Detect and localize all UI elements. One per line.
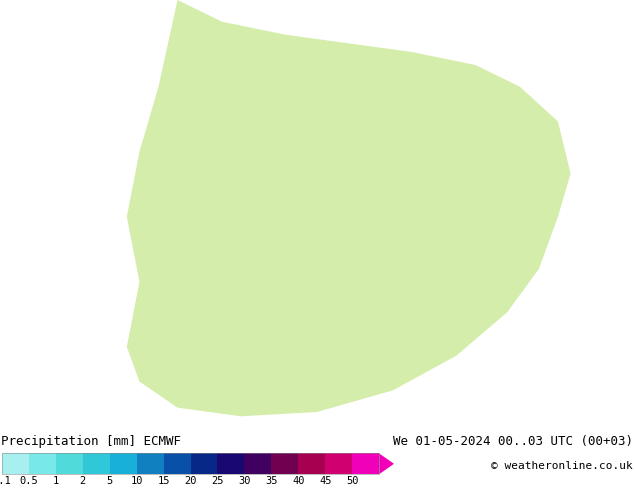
Text: 30: 30	[238, 476, 250, 487]
Bar	[2, 453, 379, 474]
Bar	[271, 453, 298, 474]
Bar	[325, 453, 353, 474]
Text: 25: 25	[211, 476, 224, 487]
Bar	[82, 453, 110, 474]
Text: 40: 40	[292, 476, 304, 487]
Text: 35: 35	[265, 476, 278, 487]
Text: 50: 50	[346, 476, 358, 487]
Bar	[190, 453, 217, 474]
Bar	[217, 453, 244, 474]
Polygon shape	[379, 453, 394, 474]
Bar	[110, 453, 136, 474]
Text: 0.1: 0.1	[0, 476, 11, 487]
Text: We 01-05-2024 00..03 UTC (00+03): We 01-05-2024 00..03 UTC (00+03)	[392, 435, 633, 448]
Bar	[164, 453, 190, 474]
Bar	[29, 453, 56, 474]
Bar	[2, 453, 29, 474]
Bar	[353, 453, 379, 474]
Bar	[136, 453, 164, 474]
Text: 2: 2	[80, 476, 86, 487]
Bar	[298, 453, 325, 474]
Text: 1: 1	[53, 476, 59, 487]
Text: 45: 45	[319, 476, 332, 487]
Text: 5: 5	[107, 476, 113, 487]
Text: 15: 15	[157, 476, 170, 487]
Text: 0.5: 0.5	[20, 476, 38, 487]
Text: 20: 20	[184, 476, 197, 487]
Text: © weatheronline.co.uk: © weatheronline.co.uk	[491, 461, 633, 471]
Bar	[56, 453, 82, 474]
Polygon shape	[127, 0, 571, 416]
Text: 10: 10	[131, 476, 143, 487]
Text: Precipitation [mm] ECMWF: Precipitation [mm] ECMWF	[1, 435, 181, 448]
Bar	[244, 453, 271, 474]
